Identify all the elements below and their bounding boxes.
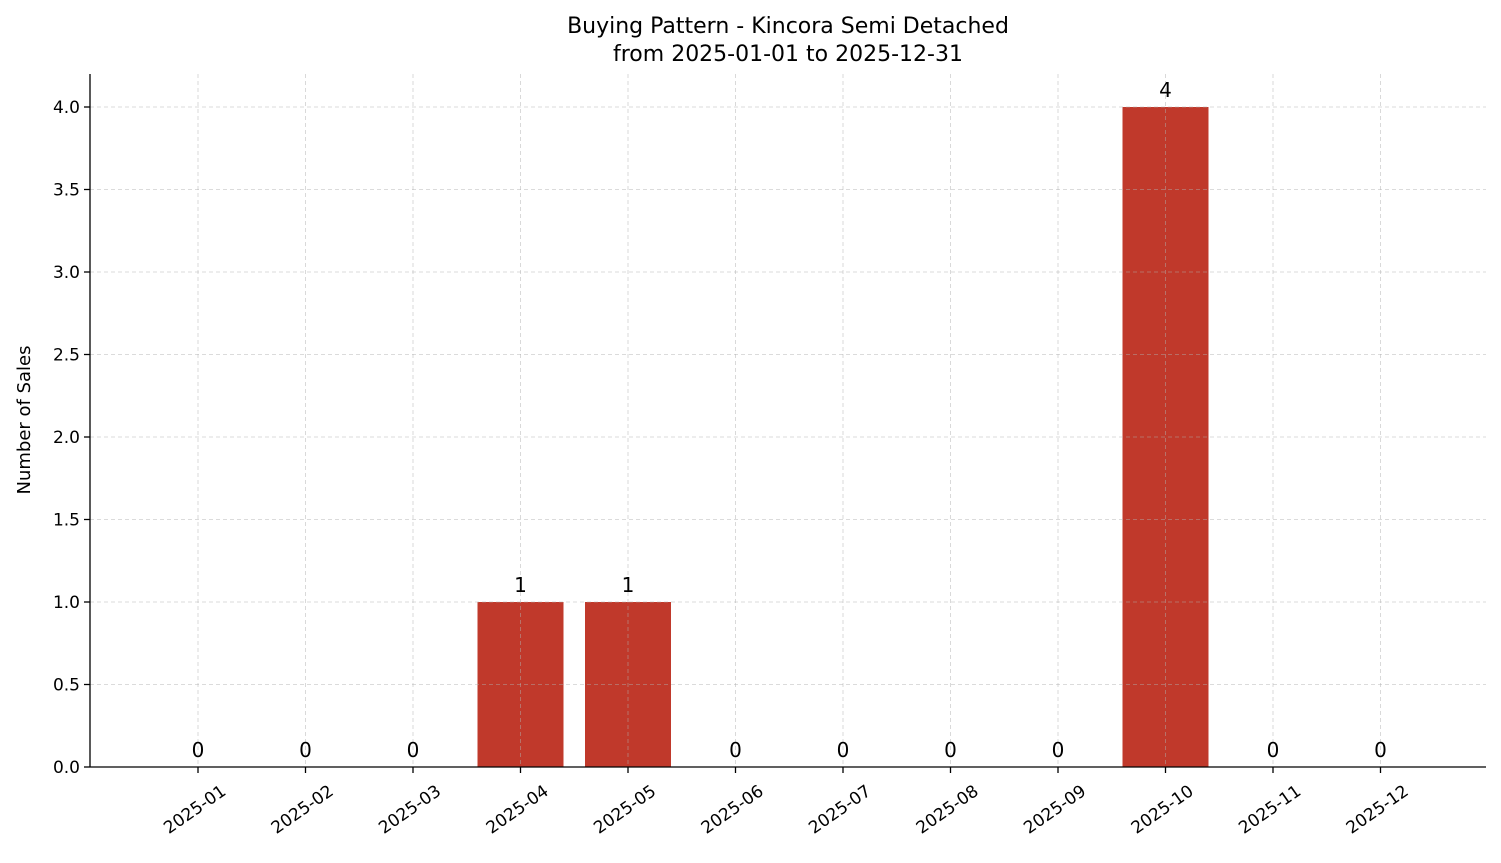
y-tick-label: 0.5 bbox=[53, 676, 80, 696]
y-tick-label: 3.0 bbox=[53, 263, 80, 283]
x-tick-label: 2025-12 bbox=[1343, 781, 1413, 838]
data-label-2025-09: 0 bbox=[1052, 738, 1065, 762]
data-label-2025-01: 0 bbox=[192, 738, 205, 762]
data-label-2025-07: 0 bbox=[837, 738, 850, 762]
x-tick-label: 2025-05 bbox=[590, 781, 660, 838]
data-label-2025-03: 0 bbox=[407, 738, 420, 762]
chart-title: Buying Pattern - Kincora Semi Detached bbox=[567, 14, 1009, 39]
x-tick-label: 2025-01 bbox=[160, 781, 230, 838]
y-tick-label: 2.5 bbox=[53, 346, 80, 366]
x-tick-label: 2025-03 bbox=[375, 781, 445, 838]
x-tick-label: 2025-07 bbox=[805, 781, 875, 838]
x-tick-label: 2025-02 bbox=[268, 781, 338, 838]
y-tick-label: 1.0 bbox=[53, 593, 80, 613]
x-tick-label: 2025-11 bbox=[1235, 781, 1305, 838]
x-tick-label: 2025-06 bbox=[698, 781, 768, 838]
data-label-2025-05: 1 bbox=[622, 573, 635, 597]
y-tick-label: 0.0 bbox=[53, 758, 80, 778]
x-tick-label: 2025-08 bbox=[913, 781, 983, 838]
data-label-2025-10: 4 bbox=[1159, 78, 1172, 102]
y-axis-label: Number of Sales bbox=[14, 345, 35, 494]
y-tick-label: 3.5 bbox=[53, 181, 80, 201]
y-tick-label: 2.0 bbox=[53, 428, 80, 448]
data-label-2025-08: 0 bbox=[944, 738, 957, 762]
data-label-2025-11: 0 bbox=[1267, 738, 1280, 762]
x-tick-label: 2025-10 bbox=[1128, 781, 1198, 838]
y-tick-label: 4.0 bbox=[53, 98, 80, 118]
data-label-2025-06: 0 bbox=[729, 738, 742, 762]
data-label-2025-02: 0 bbox=[299, 738, 312, 762]
chart-subtitle: from 2025-01-01 to 2025-12-31 bbox=[613, 42, 963, 67]
data-label-2025-12: 0 bbox=[1374, 738, 1387, 762]
data-label-2025-04: 1 bbox=[514, 573, 527, 597]
x-tick-label: 2025-04 bbox=[483, 781, 553, 838]
y-tick-label: 1.5 bbox=[53, 511, 80, 531]
x-tick-label: 2025-09 bbox=[1020, 781, 1090, 838]
